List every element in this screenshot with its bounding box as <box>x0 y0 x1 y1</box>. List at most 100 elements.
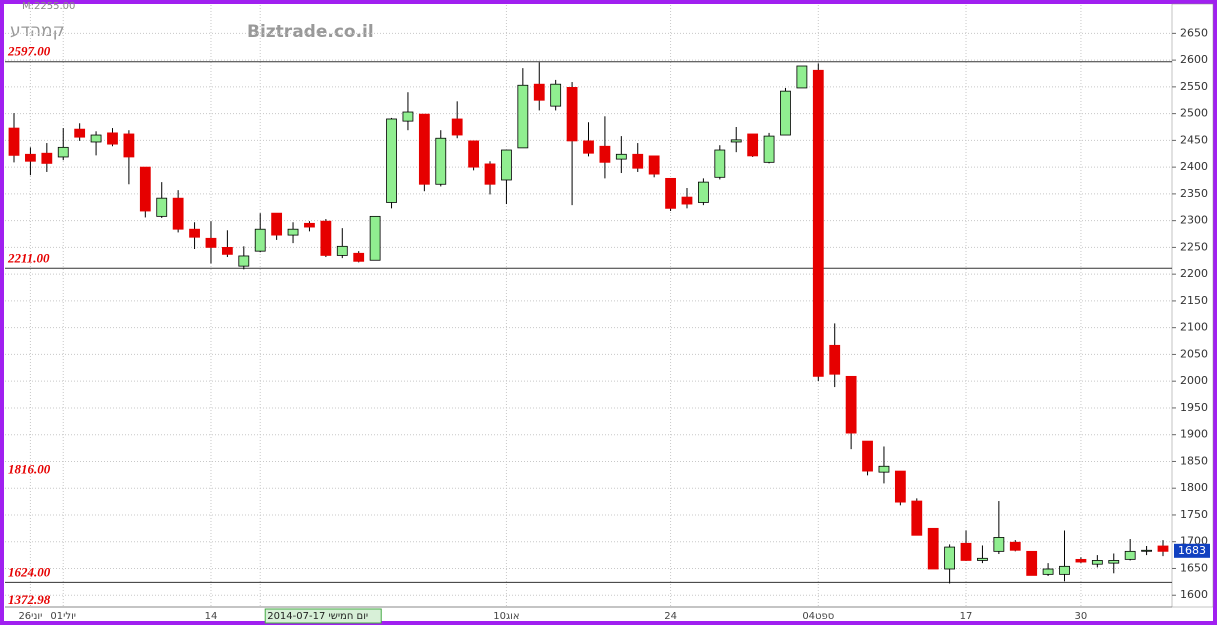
x-tick-label: 26יוני <box>18 611 42 622</box>
x-tick-label: 10אוג <box>493 611 519 622</box>
candle-body <box>1108 560 1120 564</box>
candle-body <box>287 228 299 236</box>
candle-body <box>107 132 118 145</box>
last-price-label: 1683 <box>1178 544 1206 557</box>
candle-body <box>74 128 86 138</box>
candle-body <box>57 146 69 158</box>
candle-body <box>418 113 430 185</box>
candle-body <box>304 222 315 228</box>
candle-body <box>977 557 988 561</box>
candle-body <box>763 135 775 163</box>
y-tick-label: 2250 <box>1180 240 1208 253</box>
candle-body <box>911 500 923 536</box>
x-tick-label: 30 <box>1075 611 1088 622</box>
candle-body <box>205 237 217 248</box>
level-label: 2597.00 <box>7 44 51 59</box>
candle-body <box>648 155 660 175</box>
y-tick-label: 1850 <box>1180 454 1208 467</box>
y-tick-label: 2150 <box>1180 294 1208 307</box>
candle-body <box>599 145 611 163</box>
x-tick-label: 2014-07-17 יום חמישי <box>267 611 368 622</box>
level-label: 1624.00 <box>8 564 51 579</box>
candle-body <box>501 149 512 181</box>
candle-body <box>533 83 545 101</box>
y-tick-label: 2600 <box>1180 53 1208 66</box>
y-tick-label: 1750 <box>1180 508 1208 521</box>
candle-body <box>1009 541 1021 551</box>
candle-body <box>583 140 594 154</box>
candle-body <box>944 546 956 570</box>
candle-body <box>221 247 233 255</box>
candle-body <box>747 133 759 157</box>
cursor-label-box <box>264 608 382 624</box>
candle-body <box>1075 558 1087 563</box>
x-tick-label: 17 <box>960 611 973 622</box>
candle-body <box>812 69 824 377</box>
candle-body <box>402 111 414 122</box>
candle-body <box>993 537 1005 552</box>
candle-body <box>90 134 102 143</box>
candle-body <box>615 153 627 160</box>
candle-body <box>1059 565 1070 575</box>
candle-body <box>894 470 906 503</box>
y-tick-label: 2100 <box>1180 321 1208 334</box>
x-tick-label: 04ספט <box>802 611 834 622</box>
candle-body <box>665 177 676 209</box>
candle-body <box>780 90 791 136</box>
candle-body <box>468 140 480 168</box>
y-tick-label: 2350 <box>1180 187 1208 200</box>
candle-body <box>566 87 578 142</box>
candle-body <box>1141 549 1152 552</box>
candle-body <box>517 84 529 149</box>
candle-body <box>320 220 332 256</box>
candle-body <box>353 252 365 262</box>
candle-body <box>156 197 168 217</box>
y-tick-label: 2000 <box>1180 374 1208 387</box>
candle-body <box>386 118 397 203</box>
candle-body <box>1042 568 1054 575</box>
candle-body <box>1157 545 1169 552</box>
candle-body <box>123 133 135 158</box>
y-tick-label: 2400 <box>1180 160 1208 173</box>
candle-body <box>927 527 939 570</box>
corner-label: M:2255.00 <box>22 1 75 12</box>
candle-body <box>681 196 693 205</box>
candle-body <box>172 197 184 230</box>
y-tick-label: 2500 <box>1180 107 1208 120</box>
symbol: קמהדע <box>10 21 65 41</box>
candle-body <box>25 153 36 162</box>
x-tick-label: 24 <box>664 611 677 622</box>
candle-body <box>796 65 808 89</box>
candle-body <box>878 465 890 473</box>
candle-body <box>254 228 266 252</box>
y-tick-label: 1650 <box>1180 561 1208 574</box>
level-label: 1816.00 <box>8 462 51 477</box>
candle-body <box>271 212 283 236</box>
candle-body <box>960 542 972 561</box>
candle-body <box>1091 560 1103 565</box>
y-tick-label: 2200 <box>1180 267 1208 280</box>
last-price-box <box>1174 543 1210 558</box>
candle-body <box>238 255 250 267</box>
y-tick-label: 2300 <box>1180 214 1208 227</box>
candle-body <box>336 245 348 256</box>
x-tick-label: 01יולי <box>50 611 76 622</box>
candle-body <box>1026 550 1038 576</box>
candle-body <box>369 215 381 261</box>
candle-body <box>862 440 873 472</box>
y-tick-label: 1950 <box>1180 401 1208 414</box>
y-tick-label: 2650 <box>1180 26 1208 39</box>
candle-body <box>714 149 726 178</box>
candle-body <box>845 375 857 434</box>
candle-body <box>484 163 496 185</box>
candle-body <box>632 153 644 169</box>
y-tick-label: 1800 <box>1180 481 1208 494</box>
level-label: 2211.00 <box>7 250 50 265</box>
y-tick-label: 2550 <box>1180 80 1208 93</box>
candle-body <box>139 166 151 212</box>
y-tick-label: 2450 <box>1180 133 1208 146</box>
candle-body <box>189 228 200 238</box>
y-tick-label: 2050 <box>1180 347 1208 360</box>
